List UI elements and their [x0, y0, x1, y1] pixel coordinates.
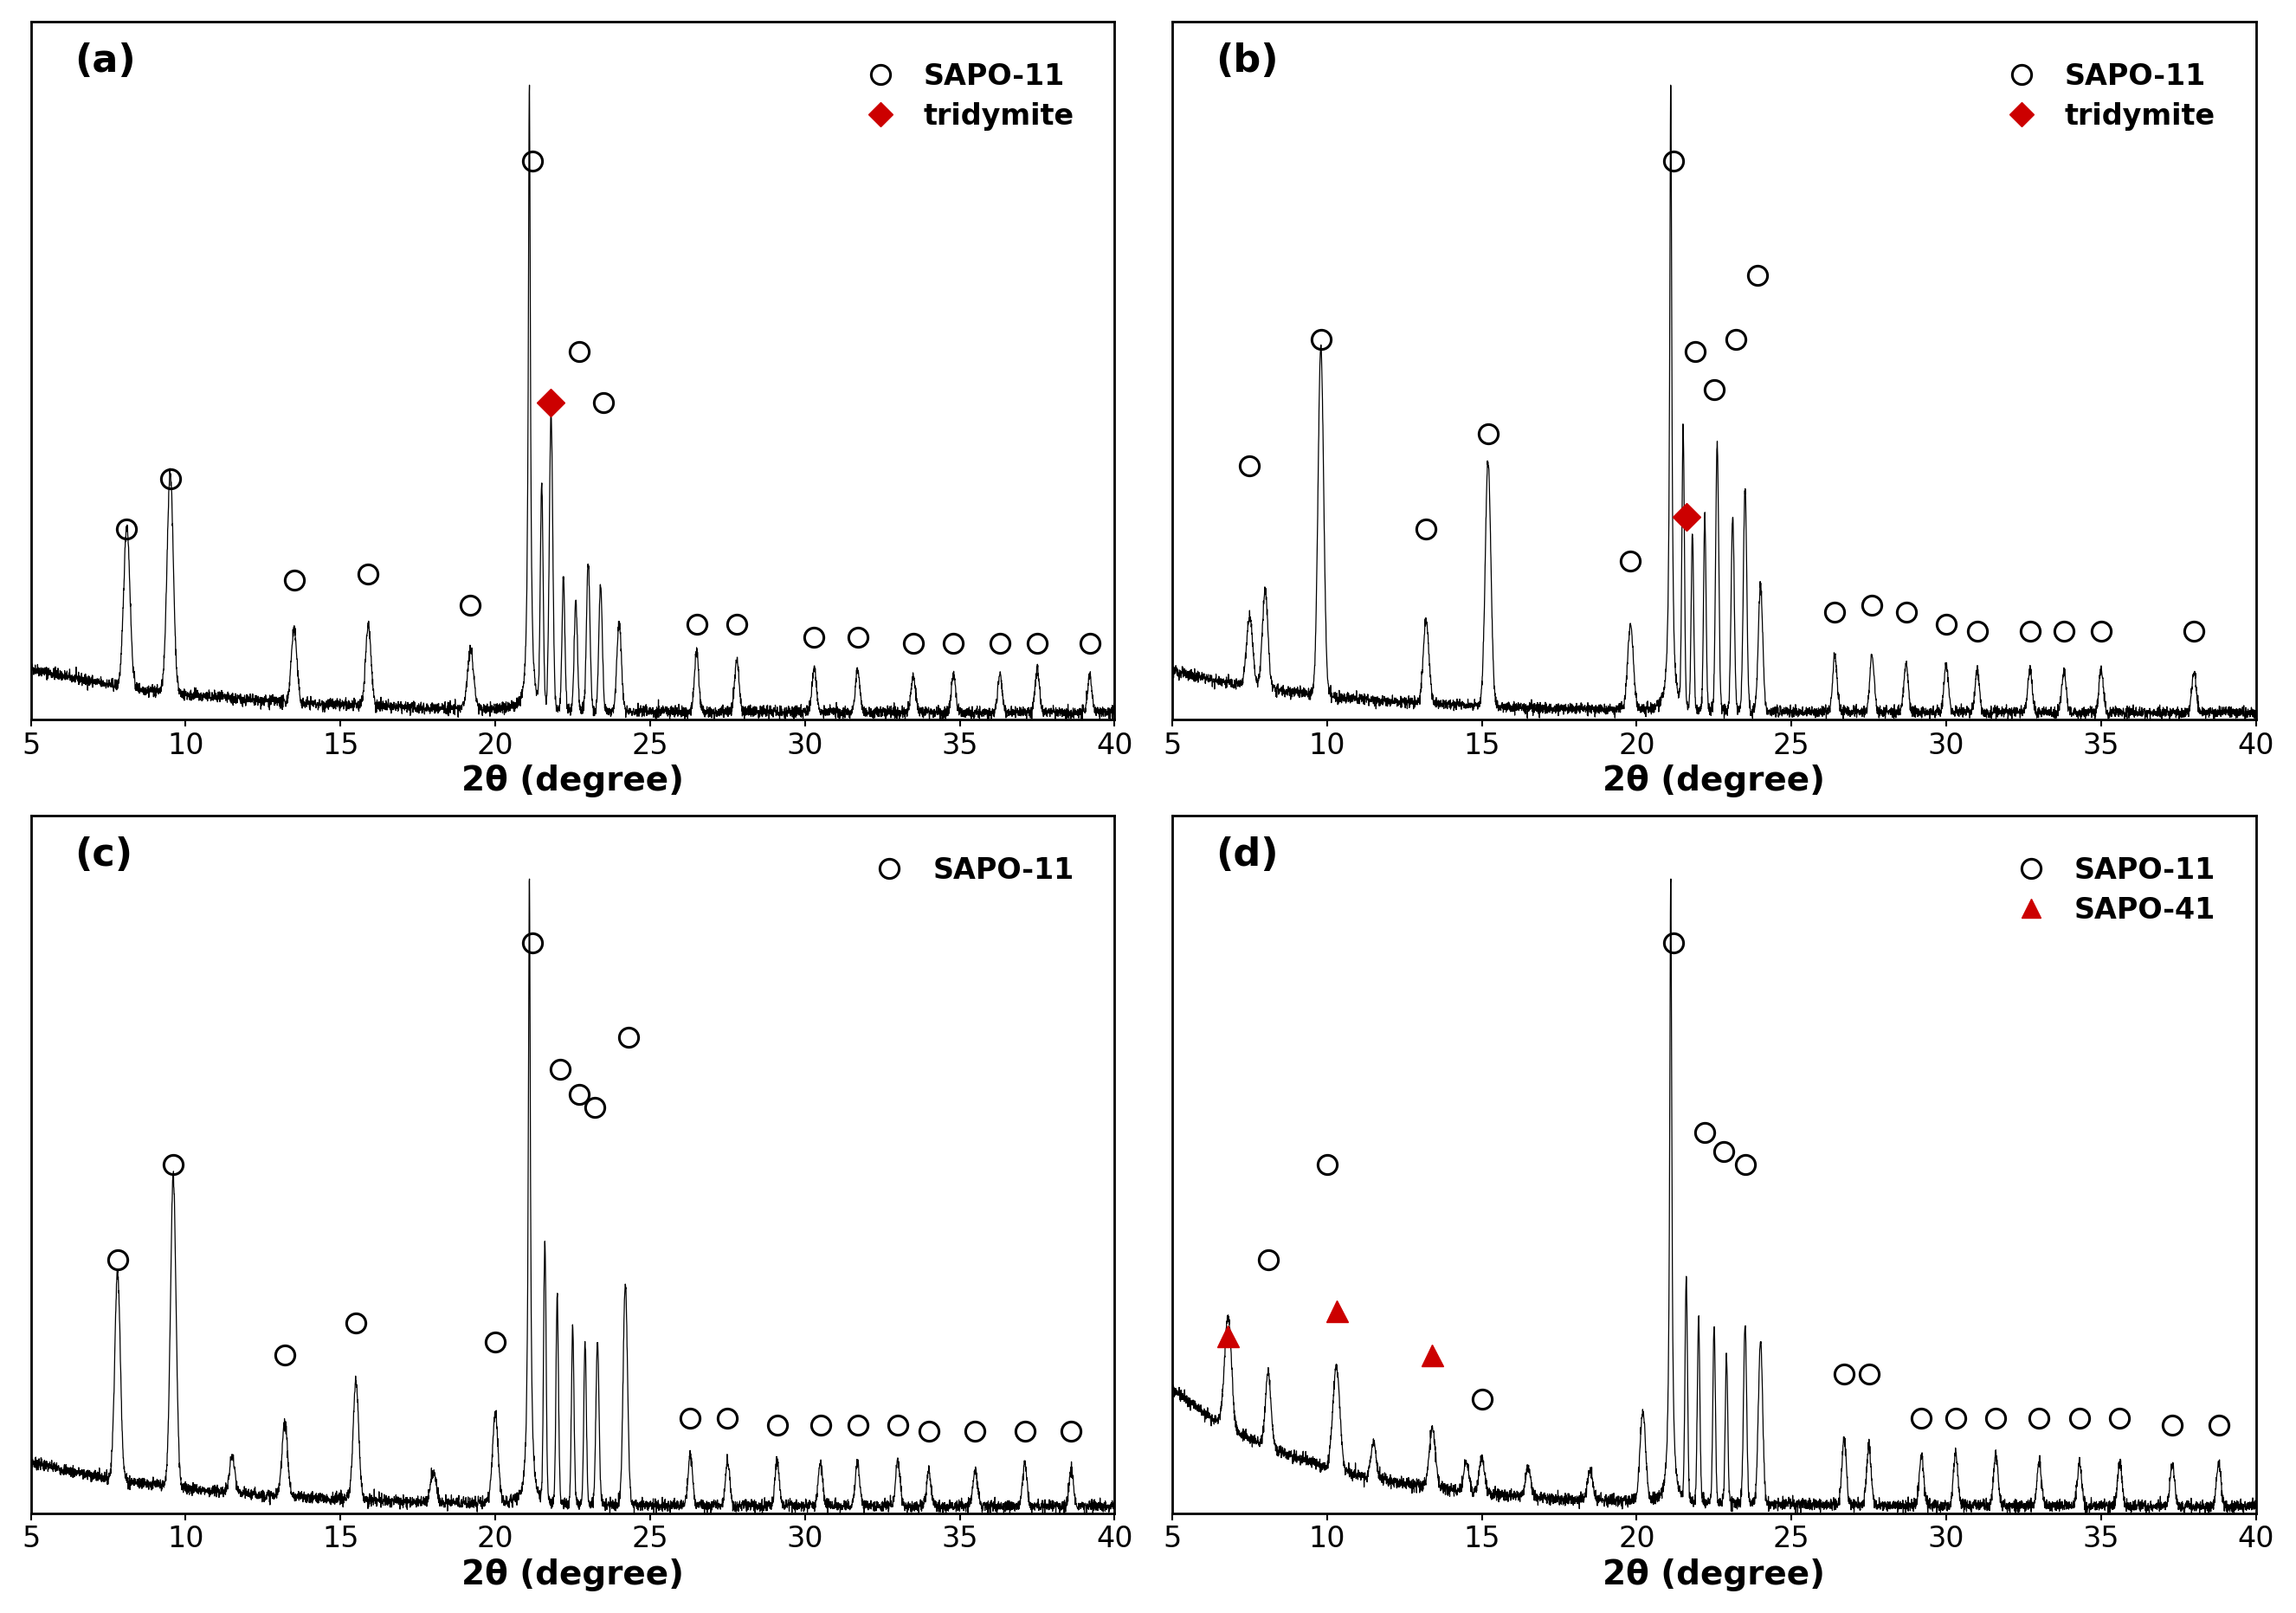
Legend: SAPO-11: SAPO-11: [850, 844, 1086, 897]
Text: (c): (c): [73, 837, 133, 874]
X-axis label: 2θ (degree): 2θ (degree): [461, 1558, 684, 1592]
Text: (d): (d): [1215, 837, 1279, 874]
X-axis label: 2θ (degree): 2θ (degree): [1603, 765, 1825, 797]
Text: (a): (a): [73, 42, 135, 79]
X-axis label: 2θ (degree): 2θ (degree): [461, 765, 684, 797]
X-axis label: 2θ (degree): 2θ (degree): [1603, 1558, 1825, 1592]
Legend: SAPO-11, SAPO-41: SAPO-11, SAPO-41: [1991, 844, 2227, 936]
Legend: SAPO-11, tridymite: SAPO-11, tridymite: [1981, 50, 2227, 142]
Legend: SAPO-11, tridymite: SAPO-11, tridymite: [840, 50, 1086, 142]
Text: (b): (b): [1215, 42, 1279, 79]
